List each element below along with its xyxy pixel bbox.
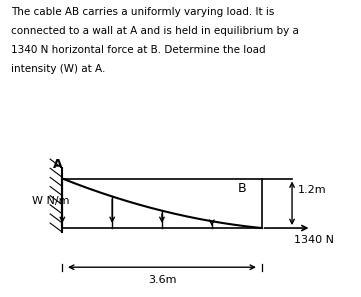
Text: A: A: [53, 158, 63, 171]
Text: 1.2m: 1.2m: [297, 185, 326, 195]
Text: 1340 N: 1340 N: [294, 235, 334, 245]
Text: The cable AB carries a uniformly varying load. It is: The cable AB carries a uniformly varying…: [11, 7, 274, 18]
Text: 1340 N horizontal force at B. Determine the load: 1340 N horizontal force at B. Determine …: [11, 45, 265, 55]
Text: connected to a wall at A and is held in equilibrium by a: connected to a wall at A and is held in …: [11, 26, 299, 36]
Text: W N/m: W N/m: [32, 196, 69, 206]
Text: B: B: [238, 182, 247, 195]
Text: intensity (W) at A.: intensity (W) at A.: [11, 64, 105, 74]
Text: 3.6m: 3.6m: [148, 275, 176, 285]
